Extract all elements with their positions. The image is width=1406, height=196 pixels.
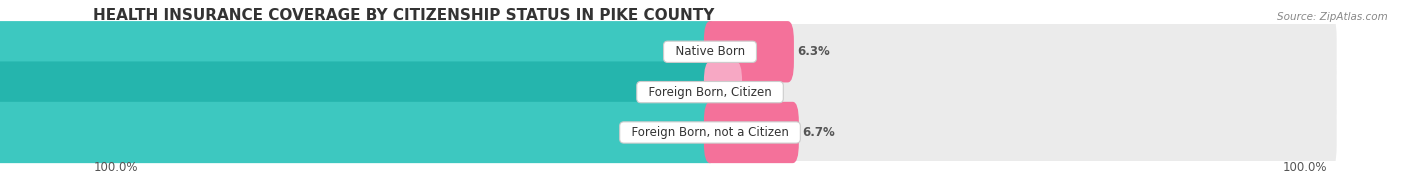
Text: 100.0%: 100.0% (93, 161, 138, 174)
Text: Native Born: Native Born (668, 45, 752, 58)
FancyBboxPatch shape (83, 88, 1337, 177)
Text: Foreign Born, Citizen: Foreign Born, Citizen (641, 86, 779, 99)
Text: 100.0%: 100.0% (1282, 161, 1327, 174)
Text: HEALTH INSURANCE COVERAGE BY CITIZENSHIP STATUS IN PIKE COUNTY: HEALTH INSURANCE COVERAGE BY CITIZENSHIP… (93, 8, 714, 23)
Text: Source: ZipAtlas.com: Source: ZipAtlas.com (1277, 12, 1388, 22)
Text: 6.7%: 6.7% (803, 126, 835, 139)
FancyBboxPatch shape (83, 7, 1337, 96)
Text: 2.1%: 2.1% (745, 86, 779, 99)
FancyBboxPatch shape (0, 21, 716, 83)
Text: Foreign Born, not a Citizen: Foreign Born, not a Citizen (624, 126, 796, 139)
FancyBboxPatch shape (83, 48, 1337, 136)
FancyBboxPatch shape (0, 102, 716, 163)
FancyBboxPatch shape (704, 102, 799, 163)
FancyBboxPatch shape (704, 62, 742, 123)
FancyBboxPatch shape (0, 62, 716, 123)
Text: 6.3%: 6.3% (797, 45, 831, 58)
FancyBboxPatch shape (704, 21, 794, 83)
